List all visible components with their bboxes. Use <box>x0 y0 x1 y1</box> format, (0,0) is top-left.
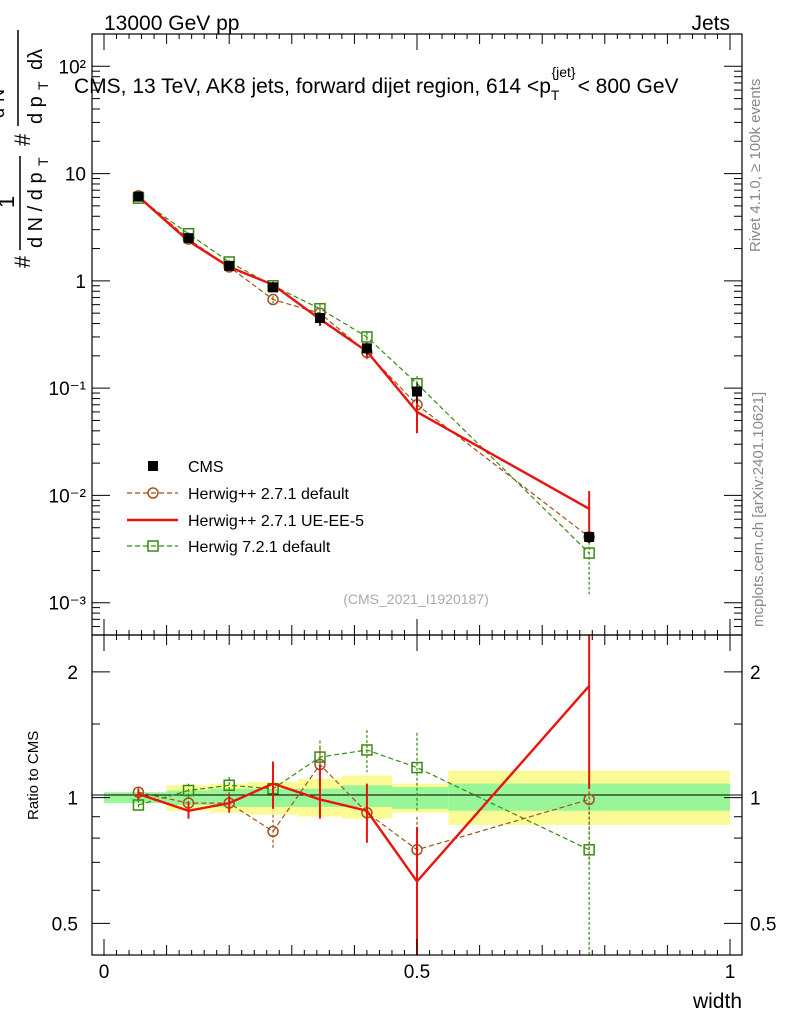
legend-label-default: Herwig++ 2.7.1 default <box>188 486 350 503</box>
y-label-d2N: d²N <box>0 89 8 118</box>
main-panel: 10⁻³ 10⁻² 10⁻¹ 1 10 10² <box>49 34 742 635</box>
x-axis-label: width <box>692 990 742 1013</box>
y-label-dpt: d p <box>25 96 47 124</box>
main-y-tick-label: 10⁻¹ <box>49 379 87 400</box>
ratio-point-h721 <box>314 751 326 763</box>
ratio-point-h721 <box>583 844 595 856</box>
main-point-cms <box>584 531 595 542</box>
rivet-label: Rivet 4.1.0, ≥ 100k events <box>747 79 764 252</box>
analysis-id: (CMS_2021_I1920187) <box>343 591 489 607</box>
main-y-tick-label: 10 <box>65 165 86 186</box>
y-label-dN-sub: T <box>35 157 51 166</box>
y-label-dN: d N / d p <box>25 172 47 248</box>
title-text: CMS, 13 TeV, AK8 jets, forward dijet reg… <box>74 75 551 98</box>
y-label-one: 1 <box>0 196 19 208</box>
ratio-point-h721 <box>132 799 145 811</box>
ratio-point-h721 <box>361 744 373 756</box>
main-y-tick-label: 10² <box>59 57 86 78</box>
ratio-y-label: Ratio to CMS <box>25 731 42 820</box>
y-axis-label: # 1 d N / d p T # d²N d p T dλ <box>0 30 51 268</box>
legend-label-ueee5: Herwig++ 2.7.1 UE-EE-5 <box>188 513 364 530</box>
ratio-band-inner <box>104 792 167 804</box>
ratio-panel: 0.5 0.5 1 1 2 2 0 0.5 1 <box>52 635 776 983</box>
ratio-point-default <box>267 825 279 838</box>
title-sub: T <box>551 87 560 103</box>
x-tick-label: 0 <box>99 962 110 983</box>
ratio-band-inner <box>391 787 449 809</box>
ratio-line-default <box>138 763 590 851</box>
y-label-dpt-sub: T <box>35 81 51 90</box>
ratio-line-ueee5 <box>138 685 591 884</box>
main-line-default <box>138 195 590 538</box>
ratio-frame <box>91 634 743 956</box>
plot-title: CMS, 13 TeV, AK8 jets, forward dijet reg… <box>74 64 679 103</box>
title-end: < 800 GeV <box>578 75 679 98</box>
legend-marker-default <box>147 487 159 499</box>
main-y-tick-label: 10⁻² <box>49 486 87 507</box>
main-point-cms <box>133 191 144 202</box>
ratio-point-h721 <box>223 779 235 792</box>
x-tick-label: 1 <box>725 962 736 983</box>
ratio-y-tick-label-left: 1 <box>67 789 78 810</box>
jets-label: Jets <box>691 12 730 35</box>
main-point-cms <box>412 386 422 397</box>
mcplots-label: mcplots.cern.ch [arXiv:2401.10621] <box>750 392 767 627</box>
ratio-y-tick-label-right: 1 <box>750 789 761 810</box>
ratio-point-h721 <box>182 784 195 797</box>
ratio-y-tick-label-left: 2 <box>67 663 78 684</box>
y-label-dlambda: dλ <box>25 49 47 70</box>
legend: CMS Herwig++ 2.7.1 default Herwig++ 2.7.1 … <box>127 459 364 556</box>
main-point-h721 <box>361 331 373 343</box>
legend-label-cms: CMS <box>188 459 224 476</box>
legend-marker-h721 <box>147 540 159 552</box>
main-point-cms <box>268 282 279 293</box>
main-y-tick-label: 10⁻³ <box>49 594 87 615</box>
y-label-hash1: # <box>10 255 35 268</box>
x-tick-label: 0.5 <box>404 962 430 983</box>
main-point-default <box>267 293 279 306</box>
main-point-cms <box>361 343 372 354</box>
main-line-h721 <box>138 197 590 554</box>
legend-label-h721: Herwig 7.2.1 default <box>188 539 331 556</box>
legend-marker-cms <box>148 461 158 471</box>
main-line-ueee5 <box>137 195 590 510</box>
y-label-hash2: # <box>10 133 35 146</box>
ratio-line-h721 <box>138 749 590 851</box>
main-point-h721 <box>583 547 595 559</box>
ratio-y-tick-label-right: 0.5 <box>750 914 776 935</box>
ratio-y-tick-label-right: 2 <box>750 663 761 684</box>
main-point-cms <box>224 260 235 271</box>
ratio-point-default <box>583 793 595 806</box>
ratio-point-h721 <box>411 761 423 774</box>
main-y-tick-label: 1 <box>75 272 86 293</box>
energy-label: 13000 GeV pp <box>104 12 239 35</box>
main-point-cms <box>183 233 194 244</box>
title-sup: {jet} <box>551 64 575 80</box>
main-point-cms <box>314 313 325 324</box>
ratio-y-tick-label-left: 0.5 <box>52 914 78 935</box>
